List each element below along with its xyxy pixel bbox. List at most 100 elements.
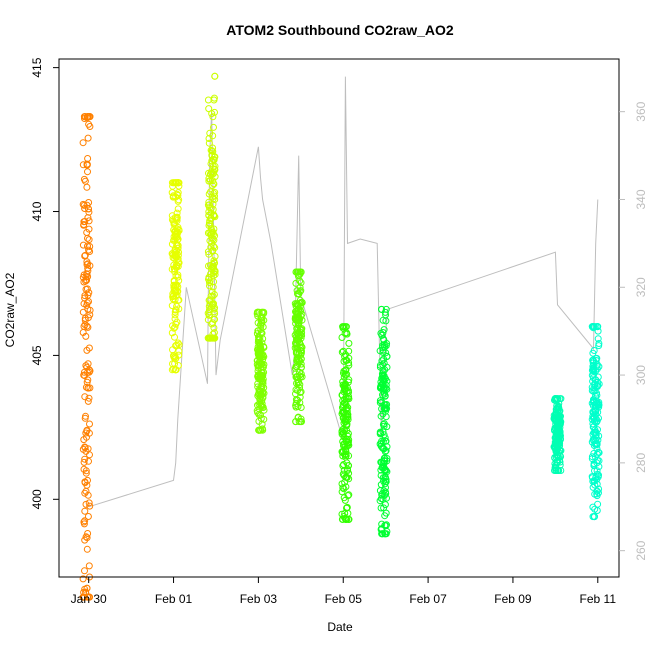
data-point bbox=[255, 426, 263, 434]
data-point bbox=[590, 461, 598, 469]
data-point bbox=[81, 479, 89, 487]
data-point bbox=[256, 334, 264, 341]
data-point bbox=[175, 227, 183, 235]
data-point bbox=[209, 156, 217, 163]
data-point bbox=[208, 229, 216, 237]
data-point bbox=[207, 243, 215, 251]
x-tick-label: Feb 03 bbox=[240, 592, 278, 606]
data-point bbox=[79, 139, 87, 147]
data-point bbox=[206, 279, 213, 287]
data-point bbox=[592, 367, 600, 375]
data-point bbox=[205, 198, 213, 206]
data-point bbox=[340, 442, 347, 450]
data-point bbox=[81, 205, 89, 212]
data-point bbox=[342, 366, 350, 374]
data-point bbox=[594, 378, 602, 386]
data-point bbox=[338, 428, 346, 436]
data-point bbox=[171, 353, 179, 361]
data-point bbox=[206, 282, 213, 290]
data-point bbox=[593, 492, 601, 500]
data-point bbox=[205, 105, 213, 113]
data-point bbox=[86, 502, 94, 510]
data-point bbox=[343, 474, 351, 481]
data-point bbox=[84, 264, 92, 272]
data-point bbox=[208, 193, 216, 201]
data-point bbox=[82, 467, 90, 475]
data-point bbox=[341, 399, 349, 407]
data-point bbox=[86, 243, 94, 250]
data-point bbox=[551, 424, 559, 432]
data-point bbox=[593, 467, 601, 475]
data-point bbox=[379, 376, 387, 384]
data-point bbox=[253, 407, 261, 415]
data-point bbox=[588, 371, 596, 379]
y-axis-label: CO2raw_AO2 bbox=[3, 272, 17, 347]
data-point bbox=[85, 429, 93, 437]
data-point bbox=[590, 347, 598, 354]
data-point bbox=[207, 171, 215, 179]
data-point bbox=[171, 360, 179, 368]
data-point bbox=[210, 324, 218, 332]
data-point bbox=[81, 393, 89, 401]
data-point bbox=[259, 426, 267, 434]
data-point bbox=[296, 389, 304, 396]
data-point bbox=[204, 96, 212, 104]
data-point bbox=[381, 473, 389, 481]
data-point bbox=[83, 584, 91, 592]
data-point bbox=[175, 341, 183, 349]
data-point bbox=[86, 451, 93, 459]
data-point bbox=[553, 426, 561, 433]
data-point bbox=[591, 513, 598, 521]
data-point bbox=[381, 501, 389, 509]
data-point bbox=[345, 515, 353, 523]
data-point bbox=[174, 205, 182, 213]
data-point bbox=[79, 329, 87, 336]
data-point bbox=[83, 258, 91, 266]
data-point bbox=[82, 469, 90, 477]
data-point bbox=[293, 379, 300, 387]
y2-tick-label: 360 bbox=[634, 101, 648, 121]
data-point bbox=[207, 209, 215, 217]
data-point bbox=[381, 480, 389, 488]
data-point bbox=[209, 264, 217, 272]
data-point bbox=[82, 589, 90, 597]
data-point bbox=[175, 248, 183, 256]
data-point bbox=[204, 201, 212, 209]
data-point bbox=[594, 335, 602, 343]
data-point bbox=[170, 285, 178, 293]
x-tick-label: Feb 09 bbox=[494, 592, 532, 606]
data-point bbox=[258, 329, 266, 337]
data-point bbox=[255, 417, 263, 425]
data-point bbox=[256, 372, 264, 380]
data-point bbox=[172, 179, 180, 187]
data-point bbox=[595, 471, 602, 479]
y-tick-label: 415 bbox=[30, 57, 44, 77]
data-point bbox=[343, 503, 351, 511]
data-point bbox=[79, 308, 87, 316]
data-point bbox=[345, 339, 353, 347]
data-point bbox=[174, 251, 182, 259]
data-point bbox=[591, 408, 599, 416]
data-point bbox=[257, 390, 265, 398]
data-point bbox=[380, 445, 388, 453]
data-point bbox=[82, 533, 90, 541]
data-point bbox=[210, 123, 217, 131]
chart-title: ATOM2 Southbound CO2raw_AO2 bbox=[226, 22, 454, 38]
y2-tick-label: 300 bbox=[634, 365, 648, 385]
data-point bbox=[80, 175, 88, 183]
data-point bbox=[210, 180, 218, 188]
data-point bbox=[343, 459, 351, 467]
data-point bbox=[594, 327, 602, 335]
data-point bbox=[342, 409, 350, 417]
data-point bbox=[376, 397, 384, 405]
data-point bbox=[85, 298, 92, 305]
data-point bbox=[84, 323, 92, 331]
y-tick-label: 410 bbox=[30, 201, 44, 221]
data-point bbox=[297, 307, 305, 315]
data-point bbox=[82, 500, 90, 508]
data-point bbox=[588, 473, 596, 481]
data-point bbox=[553, 442, 561, 449]
data-point bbox=[170, 324, 178, 332]
data-point bbox=[169, 193, 177, 201]
